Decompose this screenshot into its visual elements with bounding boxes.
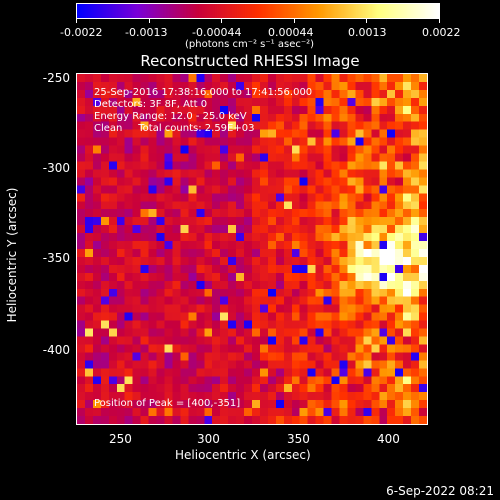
colorbar-tick-label: 0.00044 bbox=[268, 26, 314, 39]
colorbar-units: (photons cm⁻² s⁻¹ asec⁻²) bbox=[185, 39, 315, 50]
image-plot bbox=[76, 73, 428, 425]
energy-range-text: Energy Range: 12.0 - 25.0 keV bbox=[94, 111, 247, 122]
time-range-text: 25-Sep-2016 17:38:16.000 to 17:41:56.000 bbox=[94, 87, 313, 98]
counts-text: Clean Total counts: 2.59E+03 bbox=[94, 123, 255, 134]
x-axis-label: Heliocentric X (arcsec) bbox=[175, 448, 311, 462]
y-tick-label: -350 bbox=[42, 251, 70, 265]
colorbar bbox=[76, 3, 440, 19]
colorbar-tickmark bbox=[366, 19, 367, 23]
y-tick-label: -250 bbox=[42, 71, 70, 85]
x-tick-label: 300 bbox=[197, 432, 220, 446]
x-tick-label: 350 bbox=[287, 432, 310, 446]
x-tick-label: 250 bbox=[109, 432, 132, 446]
peak-position-text: Position of Peak = [400,-351] bbox=[94, 398, 241, 409]
y-tick-label: -400 bbox=[42, 343, 70, 357]
plot-title: Reconstructed RHESSI Image bbox=[140, 52, 360, 70]
x-tick-label: 400 bbox=[377, 432, 400, 446]
colorbar-tick-label: 0.0022 bbox=[422, 26, 461, 39]
colorbar-tick-label: -0.0013 bbox=[125, 26, 168, 39]
colorbar-tickmark bbox=[149, 19, 150, 23]
y-axis-label: Heliocentric Y (arcsec) bbox=[5, 187, 19, 323]
rhessi-image bbox=[77, 74, 427, 424]
colorbar-tickmark bbox=[221, 19, 222, 23]
colorbar-tickmark bbox=[76, 19, 77, 23]
date-stamp: 6-Sep-2022 08:21 bbox=[386, 484, 494, 498]
colorbar-tick-label: 0.0013 bbox=[348, 26, 387, 39]
colorbar-tick-label: -0.0022 bbox=[60, 26, 103, 39]
detectors-text: Detectors: 3F 8F, Att 0 bbox=[94, 99, 208, 110]
colorbar-tickmark bbox=[294, 19, 295, 23]
colorbar-tickmark bbox=[439, 19, 440, 23]
colorbar-tick-label: -0.00044 bbox=[192, 26, 242, 39]
y-tick-label: -300 bbox=[42, 161, 70, 175]
